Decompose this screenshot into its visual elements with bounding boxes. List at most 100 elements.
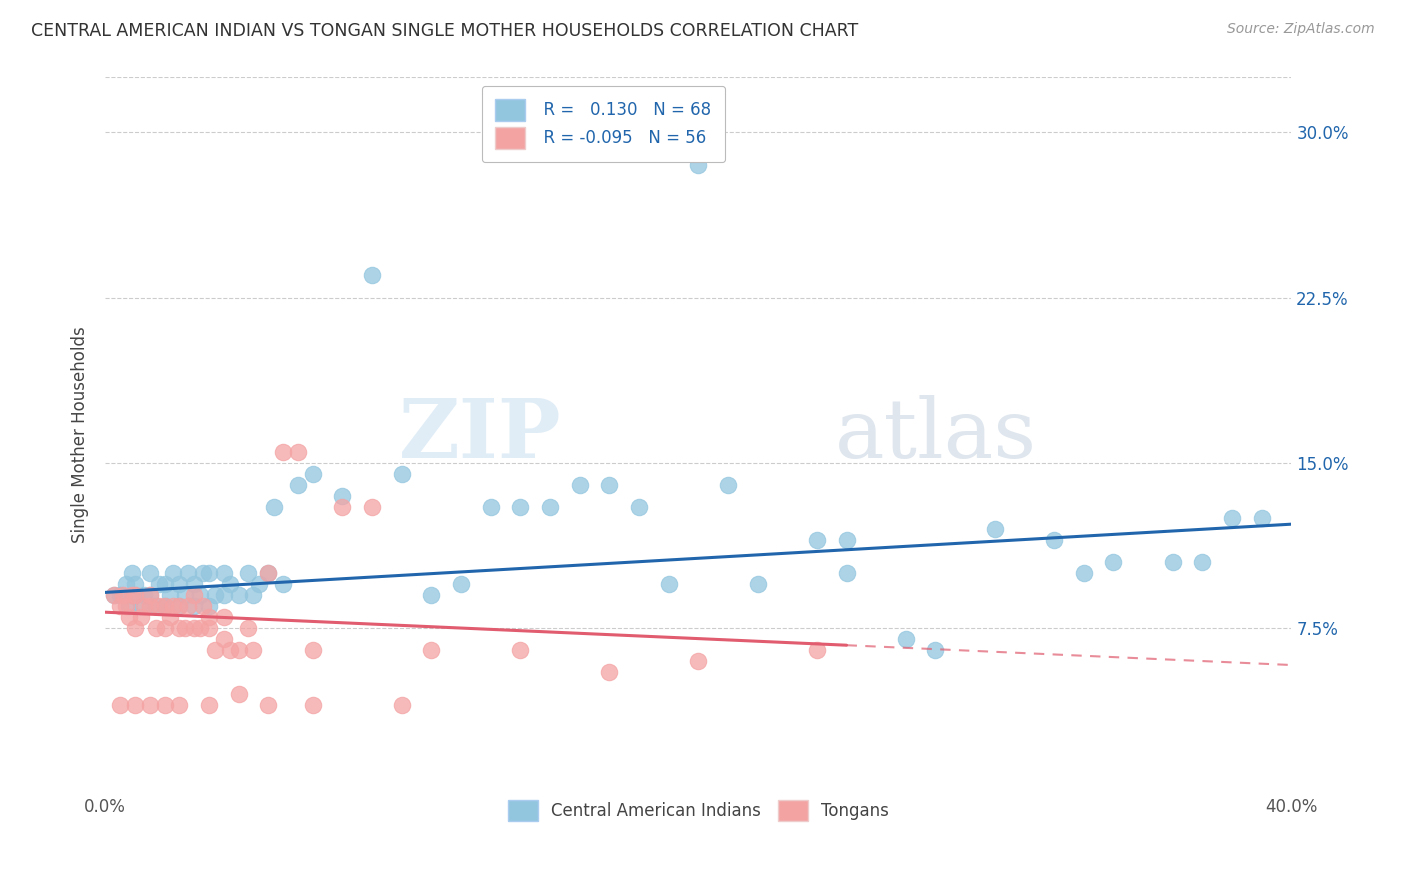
Text: ZIP: ZIP	[399, 395, 562, 475]
Point	[174, 621, 197, 635]
Point	[228, 642, 250, 657]
Point	[198, 698, 221, 712]
Point	[835, 566, 858, 580]
Point	[263, 500, 285, 514]
Point	[236, 566, 259, 580]
Legend: Central American Indians, Tongans: Central American Indians, Tongans	[495, 787, 903, 834]
Point	[159, 609, 181, 624]
Point	[145, 621, 167, 635]
Point	[509, 500, 531, 514]
Point	[129, 609, 152, 624]
Point	[111, 588, 134, 602]
Point	[174, 588, 197, 602]
Point	[169, 621, 191, 635]
Point	[138, 588, 160, 602]
Point	[420, 588, 443, 602]
Point	[204, 588, 226, 602]
Point	[218, 642, 240, 657]
Text: CENTRAL AMERICAN INDIAN VS TONGAN SINGLE MOTHER HOUSEHOLDS CORRELATION CHART: CENTRAL AMERICAN INDIAN VS TONGAN SINGLE…	[31, 22, 858, 40]
Point	[1220, 510, 1243, 524]
Point	[598, 665, 620, 679]
Point	[153, 698, 176, 712]
Point	[183, 621, 205, 635]
Point	[806, 533, 828, 547]
Point	[212, 588, 235, 602]
Point	[191, 599, 214, 613]
Point	[198, 609, 221, 624]
Point	[138, 599, 160, 613]
Point	[479, 500, 502, 514]
Point	[301, 467, 323, 481]
Point	[688, 654, 710, 668]
Point	[145, 599, 167, 613]
Point	[183, 576, 205, 591]
Point	[153, 599, 176, 613]
Point	[301, 642, 323, 657]
Point	[228, 588, 250, 602]
Point	[450, 576, 472, 591]
Point	[169, 599, 191, 613]
Point	[271, 576, 294, 591]
Point	[115, 576, 138, 591]
Point	[1250, 510, 1272, 524]
Point	[188, 621, 211, 635]
Point	[162, 599, 184, 613]
Point	[124, 576, 146, 591]
Point	[124, 588, 146, 602]
Point	[153, 576, 176, 591]
Point	[688, 159, 710, 173]
Point	[361, 500, 384, 514]
Point	[132, 588, 155, 602]
Point	[568, 477, 591, 491]
Y-axis label: Single Mother Households: Single Mother Households	[72, 326, 89, 543]
Point	[118, 609, 141, 624]
Point	[1043, 533, 1066, 547]
Point	[212, 632, 235, 646]
Point	[538, 500, 561, 514]
Point	[118, 599, 141, 613]
Point	[108, 599, 131, 613]
Point	[121, 566, 143, 580]
Point	[204, 642, 226, 657]
Point	[183, 599, 205, 613]
Point	[806, 642, 828, 657]
Point	[249, 576, 271, 591]
Point	[153, 621, 176, 635]
Point	[103, 588, 125, 602]
Point	[236, 621, 259, 635]
Point	[257, 566, 280, 580]
Point	[1073, 566, 1095, 580]
Text: Source: ZipAtlas.com: Source: ZipAtlas.com	[1227, 22, 1375, 37]
Point	[198, 566, 221, 580]
Point	[177, 566, 200, 580]
Point	[420, 642, 443, 657]
Point	[257, 566, 280, 580]
Point	[132, 599, 155, 613]
Point	[242, 588, 264, 602]
Point	[124, 698, 146, 712]
Point	[121, 588, 143, 602]
Point	[148, 576, 170, 591]
Point	[332, 489, 354, 503]
Point	[177, 599, 200, 613]
Point	[103, 588, 125, 602]
Point	[984, 522, 1007, 536]
Point	[124, 588, 146, 602]
Point	[835, 533, 858, 547]
Point	[169, 599, 191, 613]
Point	[115, 599, 138, 613]
Point	[242, 642, 264, 657]
Point	[138, 698, 160, 712]
Point	[717, 477, 740, 491]
Point	[361, 268, 384, 283]
Point	[391, 467, 413, 481]
Point	[1191, 555, 1213, 569]
Point	[1161, 555, 1184, 569]
Point	[153, 599, 176, 613]
Point	[627, 500, 650, 514]
Point	[301, 698, 323, 712]
Point	[124, 621, 146, 635]
Point	[218, 576, 240, 591]
Text: atlas: atlas	[835, 395, 1036, 475]
Point	[148, 599, 170, 613]
